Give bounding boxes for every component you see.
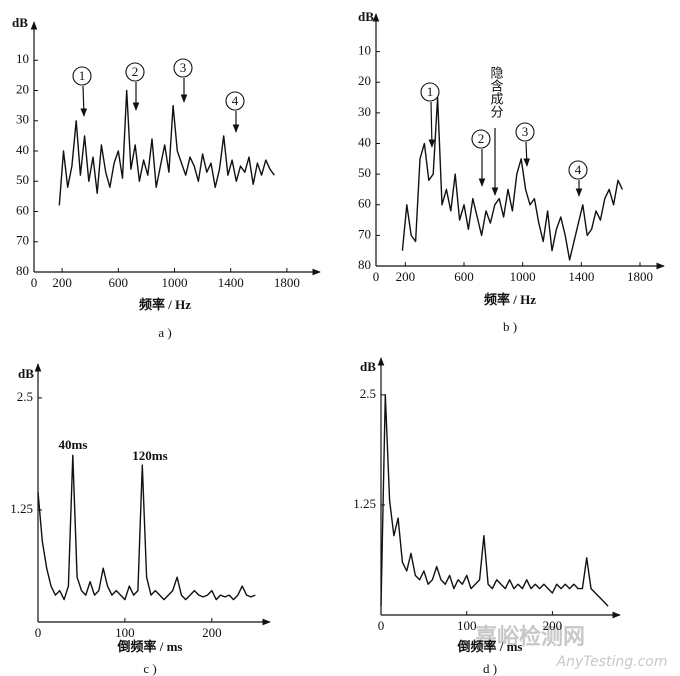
peak-label: 120ms xyxy=(132,448,167,463)
x-tick-label: 100 xyxy=(457,618,477,633)
y-tick-label: 60 xyxy=(358,196,371,211)
x-tick-label: 0 xyxy=(373,269,380,284)
x-tick-label: 600 xyxy=(109,275,129,290)
annotation-text: 隐含成分 xyxy=(488,66,504,119)
annotation-arrow xyxy=(80,85,88,117)
y-axis-label: dB xyxy=(360,359,376,374)
y-tick-label: 1.25 xyxy=(10,501,33,516)
annotation-circle xyxy=(72,66,92,86)
y-tick-label: 70 xyxy=(358,226,371,241)
y-tick-label: 60 xyxy=(16,202,29,217)
annotation-number: 3 xyxy=(522,124,529,139)
x-tick-label: 600 xyxy=(454,269,474,284)
y-tick-label: 80 xyxy=(16,263,29,278)
x-tick-label: 200 xyxy=(52,275,72,290)
annotation-number: 2 xyxy=(478,131,485,146)
y-tick-label: 70 xyxy=(16,233,29,248)
y-tick-label: 30 xyxy=(16,112,29,127)
annotation-arrow xyxy=(523,141,531,167)
x-tick-label: 1000 xyxy=(162,275,188,290)
x-tick-label: 1000 xyxy=(510,269,536,284)
x-tick-label: 100 xyxy=(115,625,135,640)
watermark: 嘉峪检测网 xyxy=(475,624,585,650)
annotation-number: 3 xyxy=(180,60,187,75)
y-axis-label: dB xyxy=(18,366,34,381)
y-axis-label: dB xyxy=(358,9,374,24)
y-tick-label: 40 xyxy=(358,134,371,149)
y-tick-label: 2.5 xyxy=(17,389,33,404)
spectrum-line xyxy=(380,394,609,607)
peak-label: 40ms xyxy=(59,437,88,452)
annotation-circle xyxy=(515,122,535,142)
x-tick-label: 1400 xyxy=(218,275,244,290)
y-tick-label: 10 xyxy=(16,51,29,66)
panel-label: a ) xyxy=(158,325,171,340)
annotation-number: 1 xyxy=(79,68,86,83)
x-axis-label: 倒频率 / ms xyxy=(116,639,182,654)
annotation-circle xyxy=(173,58,193,78)
y-tick-label: 50 xyxy=(358,165,371,180)
panel-label: b ) xyxy=(503,319,517,334)
x-axis-label: 倒频率 / ms xyxy=(456,639,522,654)
annotation-circle xyxy=(471,129,491,149)
y-tick-label: 40 xyxy=(16,142,29,157)
annotation-circle xyxy=(225,91,245,111)
watermark-url: AnyTesting.com xyxy=(556,654,668,670)
y-tick-label: 30 xyxy=(358,104,371,119)
x-axis-label: 频率 / Hz xyxy=(139,297,191,312)
panel-label: c ) xyxy=(143,661,156,676)
x-tick-label: 200 xyxy=(202,625,222,640)
y-tick-label: 80 xyxy=(358,257,371,272)
annotation-arrow xyxy=(428,101,436,148)
annotation-circle xyxy=(568,160,588,180)
x-tick-label: 0 xyxy=(35,625,42,640)
y-tick-label: 50 xyxy=(16,172,29,187)
spectrum-line xyxy=(401,96,624,261)
annotation-number: 4 xyxy=(232,93,239,108)
annotation-number: 4 xyxy=(575,162,582,177)
y-tick-label: 2.5 xyxy=(360,386,376,401)
x-tick-label: 0 xyxy=(31,275,38,290)
x-tick-label: 200 xyxy=(543,618,563,633)
y-tick-label: 10 xyxy=(358,43,371,58)
x-tick-label: 0 xyxy=(378,618,385,633)
annotation-number: 1 xyxy=(427,84,434,99)
x-tick-label: 200 xyxy=(396,269,416,284)
panel-label: d ) xyxy=(483,661,497,676)
x-tick-label: 1400 xyxy=(568,269,594,284)
x-axis-label: 频率 / Hz xyxy=(484,292,536,307)
y-tick-label: 20 xyxy=(16,81,29,96)
x-tick-label: 1800 xyxy=(627,269,653,284)
spectrum-line xyxy=(58,89,275,206)
x-tick-label: 1800 xyxy=(274,275,300,290)
annotation-circle xyxy=(420,82,440,102)
y-axis-label: dB xyxy=(12,15,28,30)
spectrum-line xyxy=(37,454,256,601)
annotation-number: 2 xyxy=(132,64,139,79)
y-tick-label: 20 xyxy=(358,73,371,88)
y-tick-label: 1.25 xyxy=(353,496,376,511)
annotation-circle xyxy=(125,62,145,82)
